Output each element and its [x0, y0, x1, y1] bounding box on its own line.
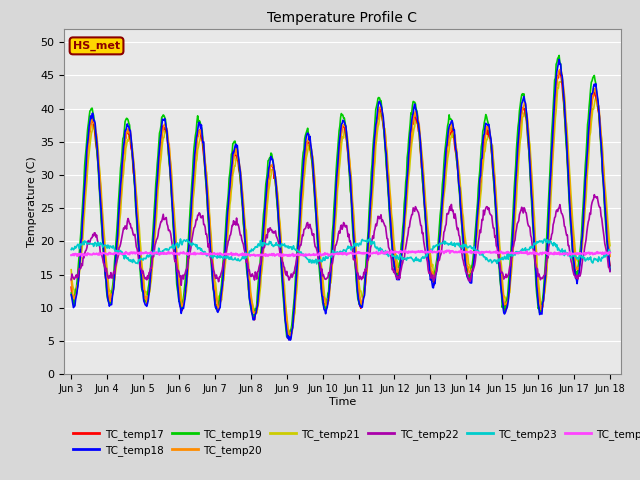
TC_temp20 [209, 260, 216, 265]
TC_temp24 [606, 250, 614, 255]
Line: TC_temp19: TC_temp19 [71, 56, 610, 337]
TC_temp18 [333, 171, 340, 177]
X-axis label: Time: Time [329, 397, 356, 407]
Title: Temperature Profile C: Temperature Profile C [268, 11, 417, 25]
TC_temp19 [333, 157, 340, 163]
TC_temp22 [385, 246, 393, 252]
TC_temp22 [67, 277, 75, 283]
Line: TC_temp22: TC_temp22 [71, 195, 610, 285]
TC_temp24 [333, 251, 340, 256]
TC_temp17 [186, 237, 193, 243]
TC_temp19 [385, 208, 393, 214]
TC_temp20 [286, 335, 294, 340]
TC_temp17 [209, 271, 216, 276]
TC_temp20 [385, 186, 393, 192]
Line: TC_temp24: TC_temp24 [71, 251, 610, 256]
TC_temp24 [209, 251, 216, 256]
TC_temp22 [333, 240, 340, 245]
TC_temp22 [438, 240, 446, 245]
TC_temp18 [558, 73, 566, 79]
TC_temp18 [438, 197, 446, 203]
Text: HS_met: HS_met [73, 41, 120, 51]
TC_temp24 [67, 252, 75, 258]
TC_temp17 [285, 336, 293, 342]
TC_temp21 [385, 177, 393, 183]
TC_temp22 [186, 249, 194, 255]
TC_temp18 [606, 268, 614, 274]
TC_temp23 [558, 246, 566, 252]
TC_temp19 [438, 181, 446, 187]
TC_temp24 [401, 248, 409, 253]
TC_temp21 [209, 254, 216, 260]
Line: TC_temp17: TC_temp17 [71, 72, 610, 339]
TC_temp20 [333, 186, 340, 192]
TC_temp23 [186, 239, 193, 245]
TC_temp23 [366, 236, 374, 241]
TC_temp21 [67, 267, 75, 273]
TC_temp23 [606, 249, 614, 255]
Y-axis label: Temperature (C): Temperature (C) [28, 156, 37, 247]
TC_temp21 [287, 331, 295, 337]
TC_temp17 [558, 83, 566, 88]
TC_temp19 [209, 280, 216, 286]
Line: TC_temp23: TC_temp23 [71, 239, 610, 264]
TC_temp20 [186, 243, 193, 249]
TC_temp21 [556, 79, 563, 85]
TC_temp19 [606, 267, 614, 273]
TC_temp18 [67, 292, 75, 298]
TC_temp23 [386, 251, 394, 256]
TC_temp17 [385, 201, 393, 207]
TC_temp24 [290, 253, 298, 259]
TC_temp22 [591, 192, 598, 198]
TC_temp18 [209, 276, 216, 282]
TC_temp17 [606, 263, 614, 269]
TC_temp22 [209, 267, 217, 273]
TC_temp22 [557, 210, 565, 216]
TC_temp24 [558, 252, 566, 257]
Legend: TC_temp17, TC_temp18, TC_temp19, TC_temp20, TC_temp21, TC_temp22, TC_temp23, TC_: TC_temp17, TC_temp18, TC_temp19, TC_temp… [69, 424, 640, 460]
TC_temp17 [67, 284, 75, 290]
TC_temp19 [558, 75, 566, 81]
TC_temp22 [177, 282, 185, 288]
TC_temp24 [186, 250, 193, 255]
TC_temp21 [333, 201, 340, 206]
TC_temp23 [333, 250, 340, 256]
Line: TC_temp20: TC_temp20 [71, 70, 610, 337]
TC_temp22 [606, 269, 614, 275]
TC_temp18 [186, 238, 193, 243]
TC_temp20 [558, 72, 566, 78]
Line: TC_temp21: TC_temp21 [71, 82, 610, 334]
TC_temp19 [286, 334, 294, 340]
TC_temp23 [439, 240, 447, 246]
TC_temp18 [287, 337, 294, 343]
TC_temp20 [556, 67, 564, 72]
TC_temp23 [313, 261, 321, 267]
Line: TC_temp18: TC_temp18 [71, 60, 610, 340]
TC_temp24 [385, 250, 393, 256]
TC_temp24 [439, 249, 447, 254]
TC_temp21 [186, 252, 193, 258]
TC_temp21 [606, 243, 614, 249]
TC_temp17 [556, 69, 563, 74]
TC_temp19 [67, 290, 75, 296]
TC_temp18 [385, 201, 393, 206]
TC_temp20 [67, 276, 75, 282]
TC_temp23 [67, 247, 75, 252]
TC_temp17 [438, 201, 446, 207]
TC_temp20 [438, 204, 446, 210]
TC_temp23 [209, 255, 216, 261]
TC_temp21 [558, 79, 566, 85]
TC_temp17 [333, 178, 340, 184]
TC_temp18 [556, 57, 563, 62]
TC_temp21 [438, 216, 446, 222]
TC_temp19 [186, 217, 193, 223]
TC_temp20 [606, 253, 614, 259]
TC_temp19 [556, 53, 563, 59]
